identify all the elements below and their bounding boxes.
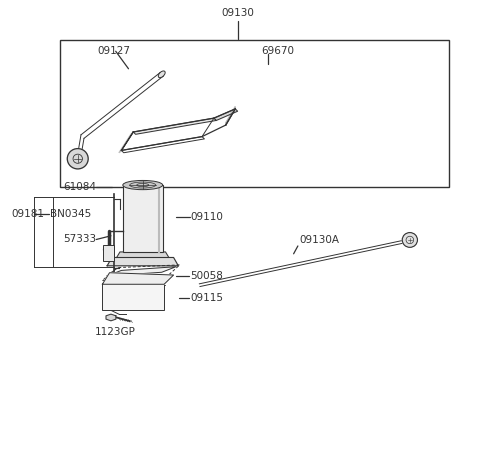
- Polygon shape: [121, 136, 204, 153]
- Text: 09130A: 09130A: [300, 235, 339, 245]
- Polygon shape: [107, 257, 179, 266]
- Text: 09127: 09127: [97, 46, 131, 56]
- Polygon shape: [214, 109, 238, 120]
- Polygon shape: [102, 273, 174, 284]
- Ellipse shape: [123, 180, 163, 190]
- Text: 09110: 09110: [191, 212, 224, 222]
- Text: 50058: 50058: [190, 271, 223, 281]
- Text: 1123GP: 1123GP: [95, 327, 136, 337]
- Text: 09115: 09115: [190, 293, 223, 303]
- Polygon shape: [226, 106, 235, 125]
- Text: 57333: 57333: [63, 234, 96, 245]
- Polygon shape: [133, 118, 216, 134]
- Polygon shape: [117, 252, 169, 257]
- Ellipse shape: [103, 246, 114, 253]
- Polygon shape: [106, 314, 116, 321]
- Polygon shape: [107, 267, 176, 276]
- Bar: [60, 40, 449, 187]
- Ellipse shape: [158, 71, 165, 78]
- Circle shape: [67, 149, 88, 169]
- Bar: [102, 284, 164, 310]
- Text: 61084: 61084: [63, 182, 96, 192]
- Polygon shape: [119, 132, 133, 153]
- Text: BN0345: BN0345: [50, 209, 92, 219]
- Circle shape: [402, 233, 418, 248]
- Text: 69670: 69670: [261, 46, 294, 56]
- Bar: [123, 185, 163, 252]
- Text: 09181: 09181: [12, 209, 44, 219]
- Text: 09130: 09130: [221, 7, 254, 18]
- Bar: [103, 245, 114, 261]
